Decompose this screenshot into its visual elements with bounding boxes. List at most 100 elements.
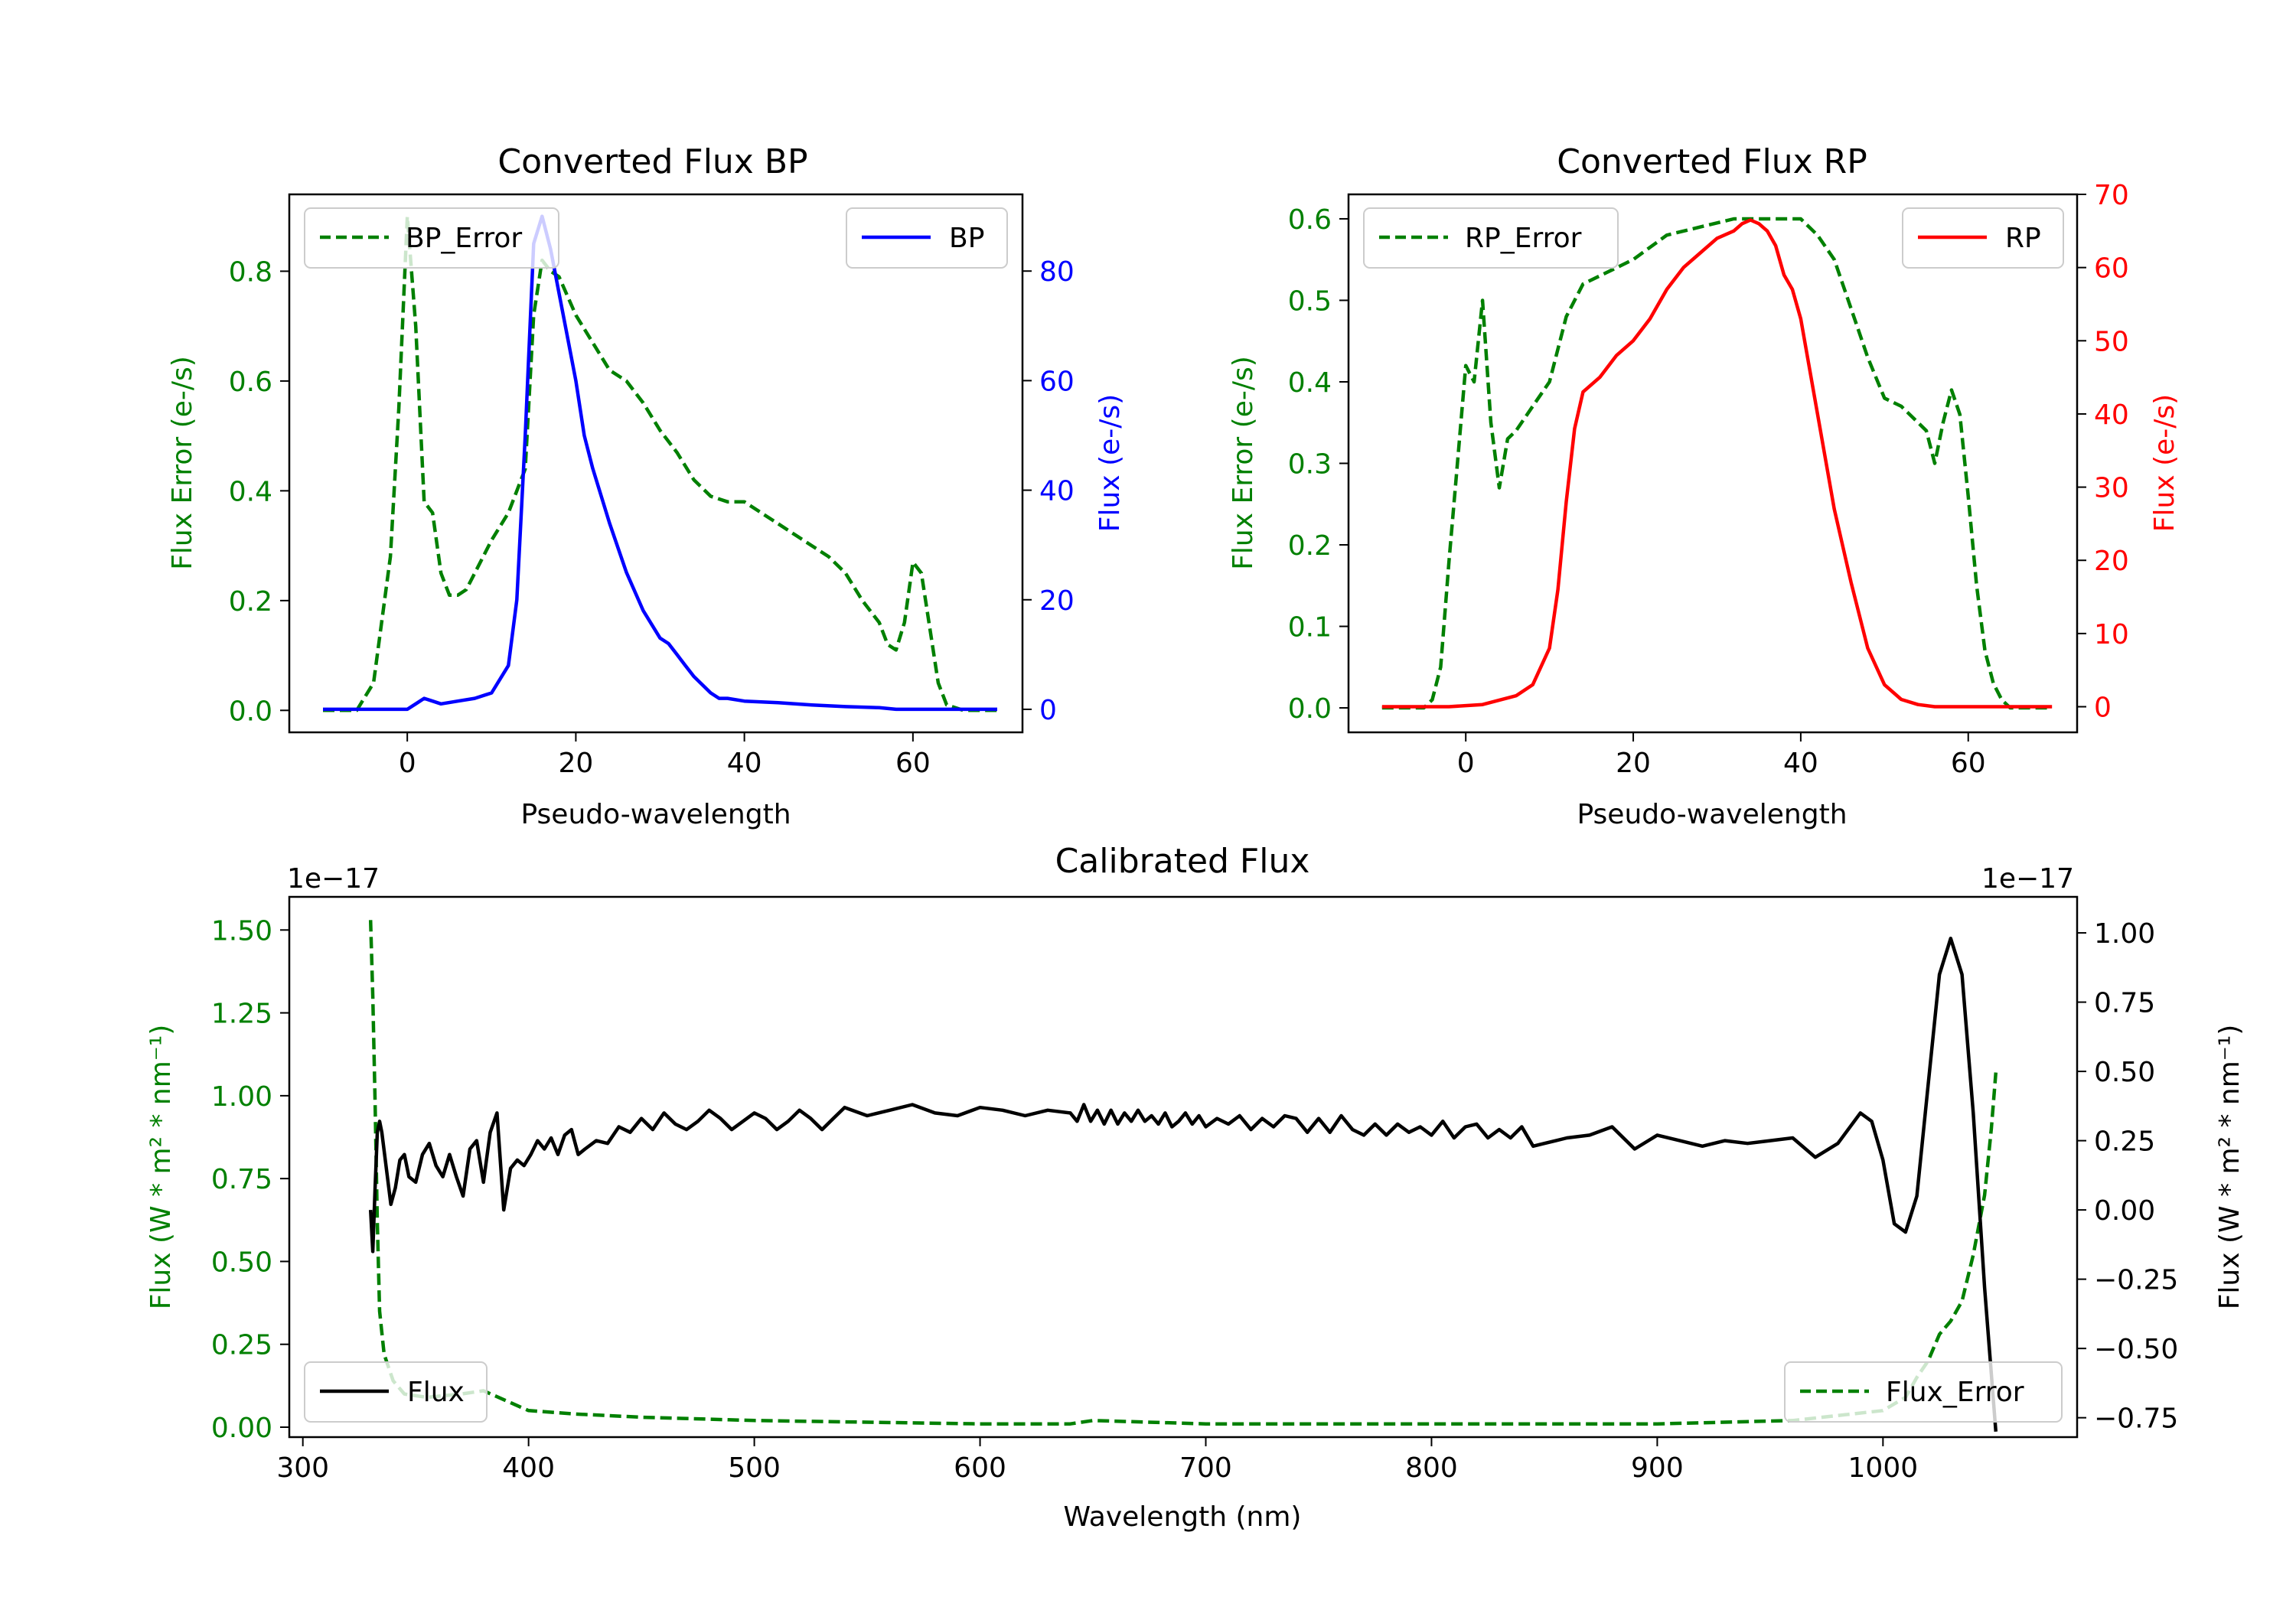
legend-box bbox=[304, 1361, 488, 1423]
y-tick-label-left: 0.5 bbox=[1288, 285, 1332, 317]
legend-box bbox=[304, 207, 559, 269]
x-tick-label: 1000 bbox=[1848, 1452, 1919, 1484]
y-axis-label-left: Flux Error (e-/s) bbox=[167, 356, 198, 570]
y-tick-label-right: 30 bbox=[2094, 473, 2129, 504]
y-axis-label-left: Flux Error (e-/s) bbox=[1228, 356, 1259, 570]
chart-title: Converted Flux BP bbox=[497, 142, 807, 181]
y-tick-label-left: 0.6 bbox=[229, 367, 272, 398]
y-tick-label-right: 40 bbox=[1039, 476, 1075, 507]
y-tick-label-right: 20 bbox=[2094, 546, 2129, 577]
chart-title: Calibrated Flux bbox=[1055, 842, 1310, 881]
plot-frame bbox=[288, 895, 2079, 1439]
x-tick-label: 700 bbox=[1179, 1452, 1232, 1484]
x-tick-label: 300 bbox=[276, 1452, 329, 1484]
y-tick-label-right: 50 bbox=[2094, 326, 2129, 357]
y-tick-label-left: 0.0 bbox=[229, 696, 272, 727]
y-axis-label-right: Flux (e-/s) bbox=[2149, 394, 2180, 532]
legend-box bbox=[1784, 1361, 2063, 1423]
y-tick-label-left: 0.2 bbox=[1288, 530, 1332, 562]
plot-frame bbox=[1347, 193, 2079, 734]
plot-frame bbox=[288, 193, 1024, 734]
x-tick-label: 40 bbox=[1783, 748, 1818, 779]
x-axis-label: Wavelength (nm) bbox=[1064, 1501, 1302, 1533]
y-tick-label-left: 0.2 bbox=[229, 586, 272, 618]
y-tick-label-left: 1.50 bbox=[211, 915, 272, 947]
y-tick-label-left: 1.00 bbox=[211, 1081, 272, 1113]
series-line-bp bbox=[323, 214, 997, 712]
series-line-flux bbox=[368, 937, 1998, 1432]
legend-right: BP bbox=[846, 207, 1008, 269]
y-tick-label-right: −0.25 bbox=[2094, 1265, 2178, 1296]
x-tick-label: 0 bbox=[399, 748, 416, 779]
y-tick-label-left: 0.6 bbox=[1288, 204, 1332, 236]
y-tick-label-right: 60 bbox=[1039, 366, 1075, 397]
x-tick-label: 400 bbox=[502, 1452, 555, 1484]
y-tick-label-left: 0.1 bbox=[1288, 612, 1332, 644]
legend-label: BP_Error bbox=[406, 223, 522, 254]
y-tick-label-right: 40 bbox=[2094, 399, 2129, 431]
y-tick-label-left: 0.0 bbox=[1288, 693, 1332, 725]
y-offset-label-left: 1e−17 bbox=[287, 863, 380, 895]
ticks-layer: 300 400 500 600 700 800 900 1000 0.00 0.25 0.50 0.7… bbox=[211, 915, 2178, 1484]
x-axis-label: Pseudo-wavelength bbox=[520, 799, 791, 830]
y-tick-label-left: 0.3 bbox=[1288, 449, 1332, 481]
series-layer bbox=[1381, 217, 2053, 710]
y-tick-label-left: 0.4 bbox=[229, 476, 272, 507]
x-tick-label: 800 bbox=[1405, 1452, 1458, 1484]
x-tick-label: 60 bbox=[1951, 748, 1986, 779]
y-tick-label-right: 0 bbox=[2094, 693, 2112, 724]
x-tick-label: 600 bbox=[954, 1452, 1006, 1484]
x-tick-label: 0 bbox=[1457, 748, 1475, 779]
y-tick-label-right: 60 bbox=[2094, 253, 2129, 285]
series-line-rp bbox=[1381, 218, 2053, 709]
x-tick-label: 500 bbox=[728, 1452, 781, 1484]
legend-right: RP bbox=[1902, 207, 2064, 269]
x-tick-label: 20 bbox=[558, 748, 593, 779]
legend-label: Flux bbox=[407, 1377, 465, 1408]
chart-calibrated-flux: Calibrated Flux 300 400 500 600 700 800 900 100… bbox=[145, 842, 2245, 1533]
y-tick-label-right: 70 bbox=[2094, 180, 2129, 211]
y-axis-label-right: Flux (e-/s) bbox=[1094, 394, 1126, 532]
y-tick-label-left: 1.25 bbox=[211, 999, 272, 1030]
series-layer bbox=[368, 920, 1998, 1432]
y-tick-label-right: 80 bbox=[1039, 256, 1075, 288]
legend-box bbox=[1363, 207, 1619, 269]
legend-label: BP bbox=[949, 223, 984, 254]
ticks-layer: 0 20 40 60 0.0 0.1 0.2 0.3 0.4 0.5 0.6 0 10 20 30 40 50 6… bbox=[1288, 180, 2129, 779]
y-tick-label-right: −0.50 bbox=[2094, 1334, 2178, 1365]
y-tick-label-right: −0.75 bbox=[2094, 1403, 2178, 1435]
x-tick-label: 20 bbox=[1616, 748, 1651, 779]
legend-left: RP_Error bbox=[1363, 207, 1619, 269]
y-tick-label-right: 10 bbox=[2094, 619, 2129, 650]
y-tick-label-left: 0.8 bbox=[229, 256, 272, 288]
y-tick-label-right: 0.75 bbox=[2094, 988, 2155, 1019]
chart-title: Converted Flux RP bbox=[1557, 142, 1867, 181]
y-tick-label-right: 0.50 bbox=[2094, 1057, 2155, 1088]
legend-right: Flux_Error bbox=[1784, 1361, 2063, 1423]
legend-left: BP_Error bbox=[304, 207, 559, 269]
legend-label: RP bbox=[2005, 223, 2041, 254]
series-line-bp-error bbox=[323, 214, 997, 712]
y-axis-label-left: Flux (W * m² * nm⁻¹) bbox=[145, 1025, 177, 1310]
y-tick-label-right: 0.25 bbox=[2094, 1126, 2155, 1158]
legend-left: Flux bbox=[304, 1361, 488, 1423]
y-tick-label-left: 0.75 bbox=[211, 1164, 272, 1195]
y-tick-label-right: 0.00 bbox=[2094, 1195, 2155, 1227]
chart-converted-flux-rp: Converted Flux RP 0 20 40 60 0.0 0.1 0.2 0.3 0.4… bbox=[1228, 142, 2180, 830]
series-layer bbox=[323, 214, 997, 712]
y-axis-label-right: Flux (W * m² * nm⁻¹) bbox=[2214, 1025, 2245, 1310]
y-tick-label-right: 20 bbox=[1039, 585, 1075, 617]
y-offset-label-right: 1e−17 bbox=[1981, 863, 2074, 895]
y-tick-label-right: 1.00 bbox=[2094, 918, 2155, 950]
chart-converted-flux-bp: Converted Flux BP 0 20 40 60 0.0 0.2 0.4 0.6 0.8… bbox=[167, 142, 1126, 830]
x-axis-label: Pseudo-wavelength bbox=[1577, 799, 1847, 830]
y-tick-label-left: 0.4 bbox=[1288, 367, 1332, 399]
legend-label: Flux_Error bbox=[1886, 1377, 2024, 1408]
y-tick-label-left: 0.00 bbox=[211, 1413, 272, 1444]
legend-label: RP_Error bbox=[1465, 223, 1582, 254]
x-tick-label: 900 bbox=[1631, 1452, 1684, 1484]
ticks-layer: 0 20 40 60 0.0 0.2 0.4 0.6 0.8 0 20 40 60 80 bbox=[229, 256, 1075, 779]
y-tick-label-left: 0.25 bbox=[211, 1330, 272, 1361]
x-tick-label: 40 bbox=[727, 748, 762, 779]
x-tick-label: 60 bbox=[895, 748, 931, 779]
